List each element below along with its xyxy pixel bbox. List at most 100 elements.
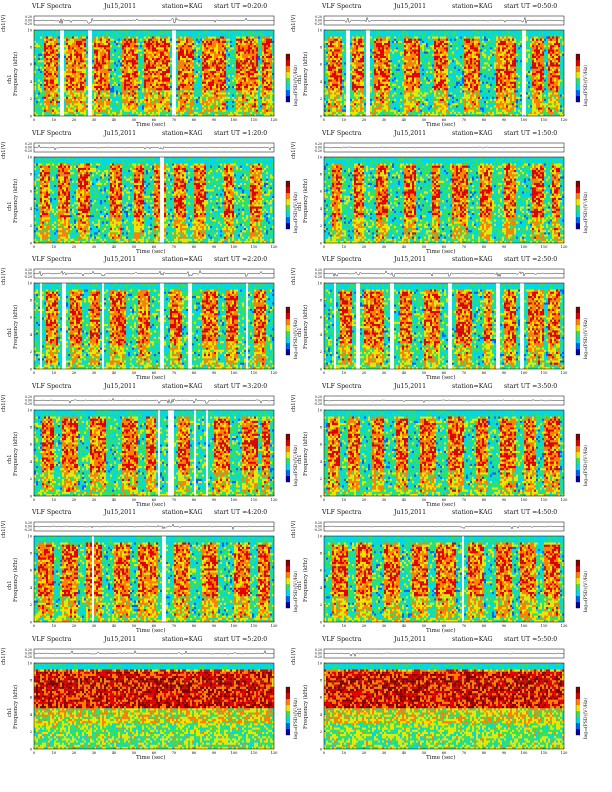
spectrogram-cell	[240, 51, 243, 54]
spectrogram-cell	[148, 32, 151, 35]
spectrogram-cell	[152, 109, 155, 112]
spectrogram-cell	[76, 100, 79, 104]
spectrogram-cell	[162, 66, 165, 69]
spectrogram-cell	[124, 38, 127, 41]
spectrogram-cell	[222, 81, 225, 84]
spectrogram-cell	[48, 55, 51, 58]
spectrogram-cell	[158, 73, 161, 76]
spectrogram-cell	[76, 34, 79, 37]
spectrogram-cell	[246, 109, 249, 112]
spectrogram-cell	[196, 62, 199, 65]
spectrogram-cell	[242, 111, 245, 114]
spectrogram-cell	[226, 42, 229, 46]
spectrogram-cell	[210, 107, 213, 110]
spectrogram-cell	[148, 103, 151, 106]
spectrogram-cell	[216, 79, 219, 82]
spectrogram-cell	[118, 53, 121, 56]
spectrogram-cell	[58, 36, 61, 39]
spectrogram-cell	[236, 113, 239, 117]
spectrogram-cell	[210, 60, 213, 63]
spectrogram-cell	[248, 100, 251, 104]
spectrogram-cell	[154, 62, 157, 65]
spectrogram-cell	[226, 57, 229, 61]
spectrogram-cell	[210, 92, 213, 95]
spectrogram-cell	[326, 68, 329, 71]
spectrogram-cell	[114, 68, 117, 71]
spectrogram-cell	[196, 103, 199, 106]
spectrogram-cell	[60, 73, 63, 76]
spectrogram-cell	[84, 34, 87, 37]
spectrogram-cell	[34, 30, 37, 33]
spectrogram-cell	[88, 36, 91, 39]
spectrogram-cell	[76, 68, 79, 71]
spectrogram-cell	[48, 83, 51, 86]
spectrogram-cell	[154, 107, 157, 110]
spectrogram-cell	[116, 60, 119, 63]
spectrogram-cell	[72, 109, 75, 112]
spectrogram-cell	[104, 94, 107, 97]
spectrogram-cell	[104, 30, 107, 33]
spectrogram-cell	[114, 40, 117, 43]
spectrogram-cell	[142, 83, 145, 86]
spectrogram-cell	[168, 77, 171, 80]
spectrogram-cell	[118, 70, 121, 74]
spectrogram-cell	[100, 42, 103, 46]
spectrogram-cell	[200, 62, 203, 65]
spectrogram-cell	[80, 62, 83, 65]
spectrogram-cell	[226, 30, 229, 33]
spectrogram-cell	[236, 55, 239, 58]
spectrogram-cell	[54, 51, 57, 54]
spectrogram-cell	[108, 66, 111, 69]
spectrogram-cell	[92, 42, 95, 46]
spectrogram-cell	[220, 98, 223, 101]
spectrogram-cell	[192, 98, 195, 101]
spectrogram-cell	[212, 66, 215, 69]
spectrogram-cell	[152, 70, 155, 74]
spectrogram-cell	[92, 34, 95, 37]
spectrogram-cell	[148, 88, 151, 91]
spectrogram-cell	[148, 40, 151, 43]
spectrogram-cell	[182, 83, 185, 86]
spectrogram-cell	[38, 57, 41, 61]
spectrogram-cell	[78, 105, 81, 108]
spectrogram-cell	[34, 32, 37, 35]
spectrogram-cell	[260, 105, 263, 108]
spectrogram-cell	[58, 66, 61, 69]
spectrogram-cell	[176, 64, 179, 67]
spectrogram-cell	[272, 51, 275, 54]
spectrogram-cell	[154, 83, 157, 86]
spectrogram-cell	[38, 81, 41, 84]
spectrogram-cell	[88, 42, 91, 46]
spectrogram-cell	[232, 64, 235, 67]
spectrogram-cell	[122, 40, 125, 43]
spectrogram-cell	[114, 47, 117, 50]
spectrogram-cell	[142, 100, 145, 104]
spectrogram-cell	[166, 105, 169, 108]
spectrogram-cell	[184, 55, 187, 58]
spectrogram-cell	[128, 62, 131, 65]
spectrogram-cell	[40, 32, 43, 35]
spectrogram-cell	[166, 45, 169, 48]
spectrogram-cell	[42, 47, 45, 50]
spectrogram-cell	[46, 57, 49, 61]
spectrogram-cell	[326, 38, 329, 41]
spectrogram-cell	[270, 98, 273, 101]
spectrogram-cell	[144, 32, 147, 35]
spectrogram-cell	[152, 85, 155, 89]
spectrogram-cell	[146, 109, 149, 112]
spectrogram-cell	[182, 66, 185, 69]
spectrogram-cell	[262, 53, 265, 56]
spectrogram-cell	[328, 111, 331, 114]
spectrogram-cell	[250, 42, 253, 46]
spectrogram-cell	[270, 94, 273, 97]
spectrogram-cell	[62, 73, 65, 76]
spectrogram-cell	[98, 34, 101, 37]
spectrogram-cell	[96, 30, 99, 33]
spectrogram-cell	[188, 85, 191, 89]
spectrogram-cell	[78, 107, 81, 110]
spectrogram-cell	[62, 113, 65, 117]
spectrogram-cell	[152, 62, 155, 65]
spectrogram-cell	[326, 30, 329, 33]
spectrogram-cell	[46, 73, 49, 76]
spectrogram-cell	[44, 88, 47, 91]
